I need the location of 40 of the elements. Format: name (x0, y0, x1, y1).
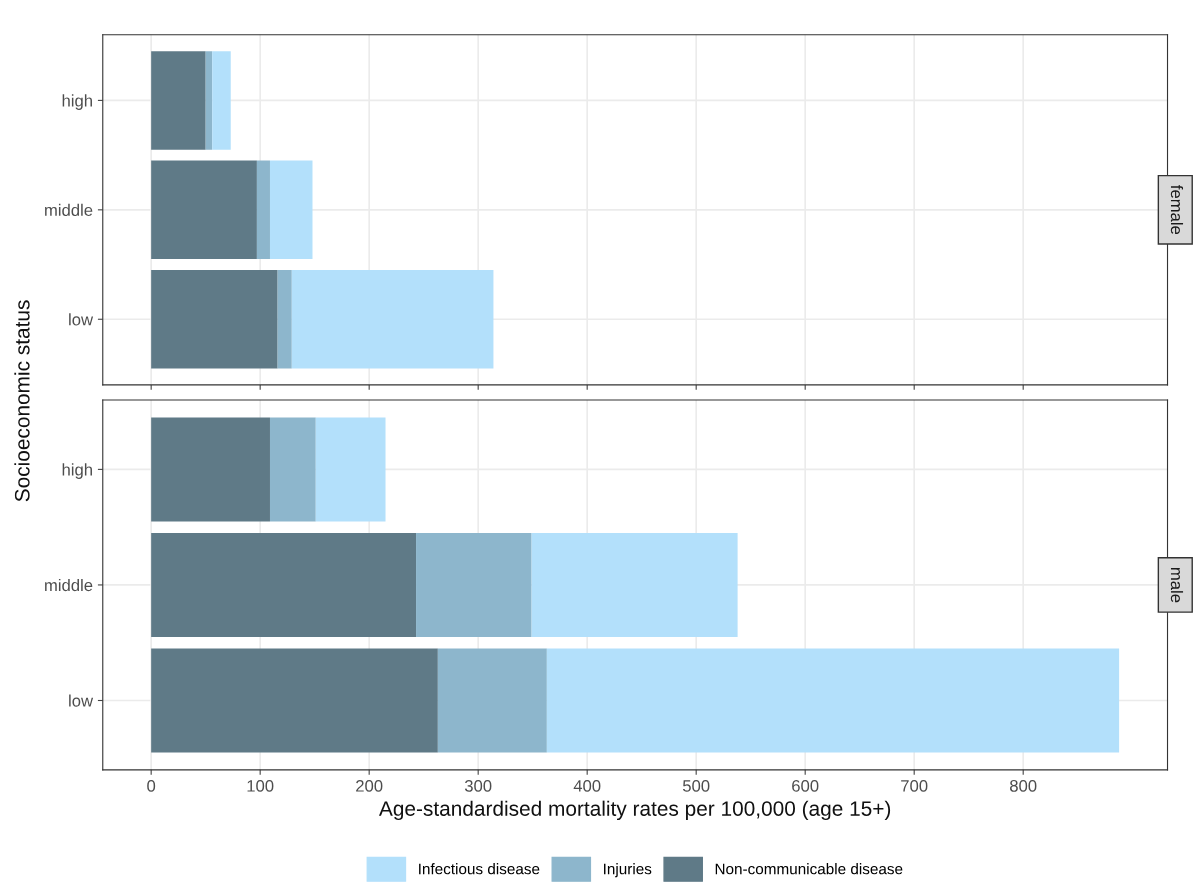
x-axis-title: Age-standardised mortality rates per 100,000 (age 15+) (378, 800, 891, 821)
x-tick-label: 400 (573, 779, 601, 792)
bar (546, 648, 1120, 753)
bar (151, 51, 206, 150)
x-tick-label: 700 (901, 779, 928, 792)
bar (151, 160, 257, 260)
bar (531, 532, 738, 637)
bar (151, 648, 438, 753)
y-tick-label: low (69, 694, 94, 707)
bar (212, 51, 231, 150)
x-tick-label: 200 (356, 779, 383, 792)
bar (416, 532, 532, 637)
x-tick-label: 500 (682, 779, 710, 792)
y-tick-label: middle (45, 578, 93, 592)
y-tick-label: low (69, 313, 94, 326)
bar (291, 270, 494, 369)
bar (437, 648, 547, 753)
bar (151, 532, 417, 637)
bar (151, 270, 278, 369)
bar (256, 160, 270, 260)
x-tick-label: 800 (1010, 779, 1037, 792)
y-tick-label: middle (45, 203, 93, 217)
y-tick-label: high (62, 463, 92, 479)
bar (269, 417, 316, 522)
legend-label: Non-communicable disease (715, 863, 903, 875)
bar (315, 417, 386, 522)
bar (277, 270, 292, 369)
x-tick-label: 100 (247, 779, 274, 792)
x-tick-label: 0 (147, 779, 156, 792)
bar (269, 160, 313, 260)
y-axis-title: Socioeconomic status (14, 300, 30, 502)
x-tick-label: 300 (464, 779, 492, 792)
bar (205, 51, 213, 150)
text: female (1170, 185, 1184, 235)
bar (151, 417, 270, 522)
legend-label: Injuries (604, 863, 652, 878)
x-tick-label: 600 (792, 779, 819, 792)
y-tick-label: high (62, 94, 92, 110)
text: male (1170, 567, 1184, 603)
legend-label: Infectious disease (419, 863, 540, 875)
